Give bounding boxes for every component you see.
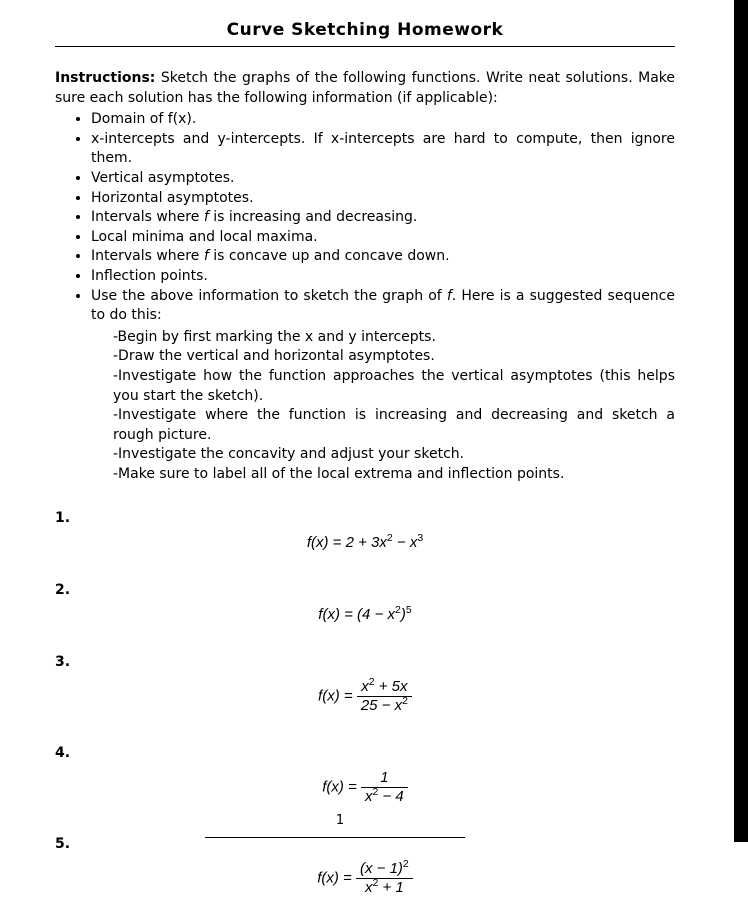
page-number: 1 bbox=[0, 813, 680, 828]
problem-5: 5. f(x) = (x − 1)2 x2 + 1 bbox=[55, 836, 675, 897]
fraction-denominator: 25 − x2 bbox=[357, 697, 412, 716]
list-item: Inflection points. bbox=[91, 267, 675, 287]
page-content: Curve Sketching Homework Instructions: S… bbox=[55, 20, 675, 907]
formula-lhs: f(x) = (4 − x2)5 bbox=[318, 606, 411, 623]
fraction: (x − 1)2 x2 + 1 bbox=[356, 860, 413, 897]
problem-number: 4. bbox=[55, 745, 79, 761]
substep: -Begin by first marking the x and y inte… bbox=[113, 328, 675, 348]
document-page: Curve Sketching Homework Instructions: S… bbox=[0, 0, 748, 842]
list-item: Domain of f(x). bbox=[91, 110, 675, 130]
problem-2: 2. f(x) = (4 − x2)5 bbox=[55, 582, 675, 624]
list-item: x-intercepts and y-intercepts. If x-inte… bbox=[91, 130, 675, 169]
problem-4: 4. f(x) = 1 x2 − 4 bbox=[55, 745, 675, 806]
substep: -Investigate how the function approaches… bbox=[113, 367, 675, 406]
problem-number: 1. bbox=[55, 510, 79, 526]
footer-rule bbox=[205, 837, 465, 838]
formula-lhs: f(x) = 2 + 3x2 − x3 bbox=[307, 534, 423, 551]
problem-formula: f(x) = 1 x2 − 4 bbox=[55, 769, 675, 806]
problem-3: 3. f(x) = x2 + 5x 25 − x2 bbox=[55, 654, 675, 715]
page-scan-edge bbox=[734, 0, 748, 842]
fraction: 1 x2 − 4 bbox=[361, 769, 408, 806]
problem-formula: f(x) = x2 + 5x 25 − x2 bbox=[55, 678, 675, 715]
problem-1: 1. f(x) = 2 + 3x2 − x3 bbox=[55, 510, 675, 552]
fraction-numerator: (x − 1)2 bbox=[356, 860, 413, 878]
substep: -Draw the vertical and horizontal asympt… bbox=[113, 347, 675, 367]
fraction: x2 + 5x 25 − x2 bbox=[357, 678, 412, 715]
substep: -Investigate where the function is incre… bbox=[113, 406, 675, 445]
instructions-block: Instructions: Sketch the graphs of the f… bbox=[55, 69, 675, 108]
problem-formula: f(x) = (x − 1)2 x2 + 1 bbox=[55, 860, 675, 897]
list-item: Horizontal asymptotes. bbox=[91, 189, 675, 209]
problem-number: 3. bbox=[55, 654, 79, 670]
fraction-denominator: x2 + 1 bbox=[356, 879, 413, 898]
substeps: -Begin by first marking the x and y inte… bbox=[91, 328, 675, 485]
title-rule bbox=[55, 46, 675, 47]
list-item: Intervals where f is concave up and conc… bbox=[91, 247, 675, 267]
list-item: Use the above information to sketch the … bbox=[91, 287, 675, 485]
problem-number: 5. bbox=[55, 836, 79, 852]
instructions-lead: Instructions: bbox=[55, 70, 155, 86]
list-item: Local minima and local maxima. bbox=[91, 228, 675, 248]
fraction-denominator: x2 − 4 bbox=[361, 788, 408, 807]
substep: -Make sure to label all of the local ext… bbox=[113, 465, 675, 485]
list-item: Vertical asymptotes. bbox=[91, 169, 675, 189]
problem-formula: f(x) = 2 + 3x2 − x3 bbox=[55, 534, 675, 552]
problem-formula: f(x) = (4 − x2)5 bbox=[55, 606, 675, 624]
problem-number: 2. bbox=[55, 582, 79, 598]
substep: -Investigate the concavity and adjust yo… bbox=[113, 445, 675, 465]
list-item: Intervals where f is increasing and decr… bbox=[91, 208, 675, 228]
fraction-numerator: 1 bbox=[361, 769, 408, 787]
problems-list: 1. f(x) = 2 + 3x2 − x3 2. f(x) = (4 − x2… bbox=[55, 510, 675, 897]
requirements-list: Domain of f(x). x-intercepts and y-inter… bbox=[55, 110, 675, 484]
page-title: Curve Sketching Homework bbox=[55, 20, 675, 46]
